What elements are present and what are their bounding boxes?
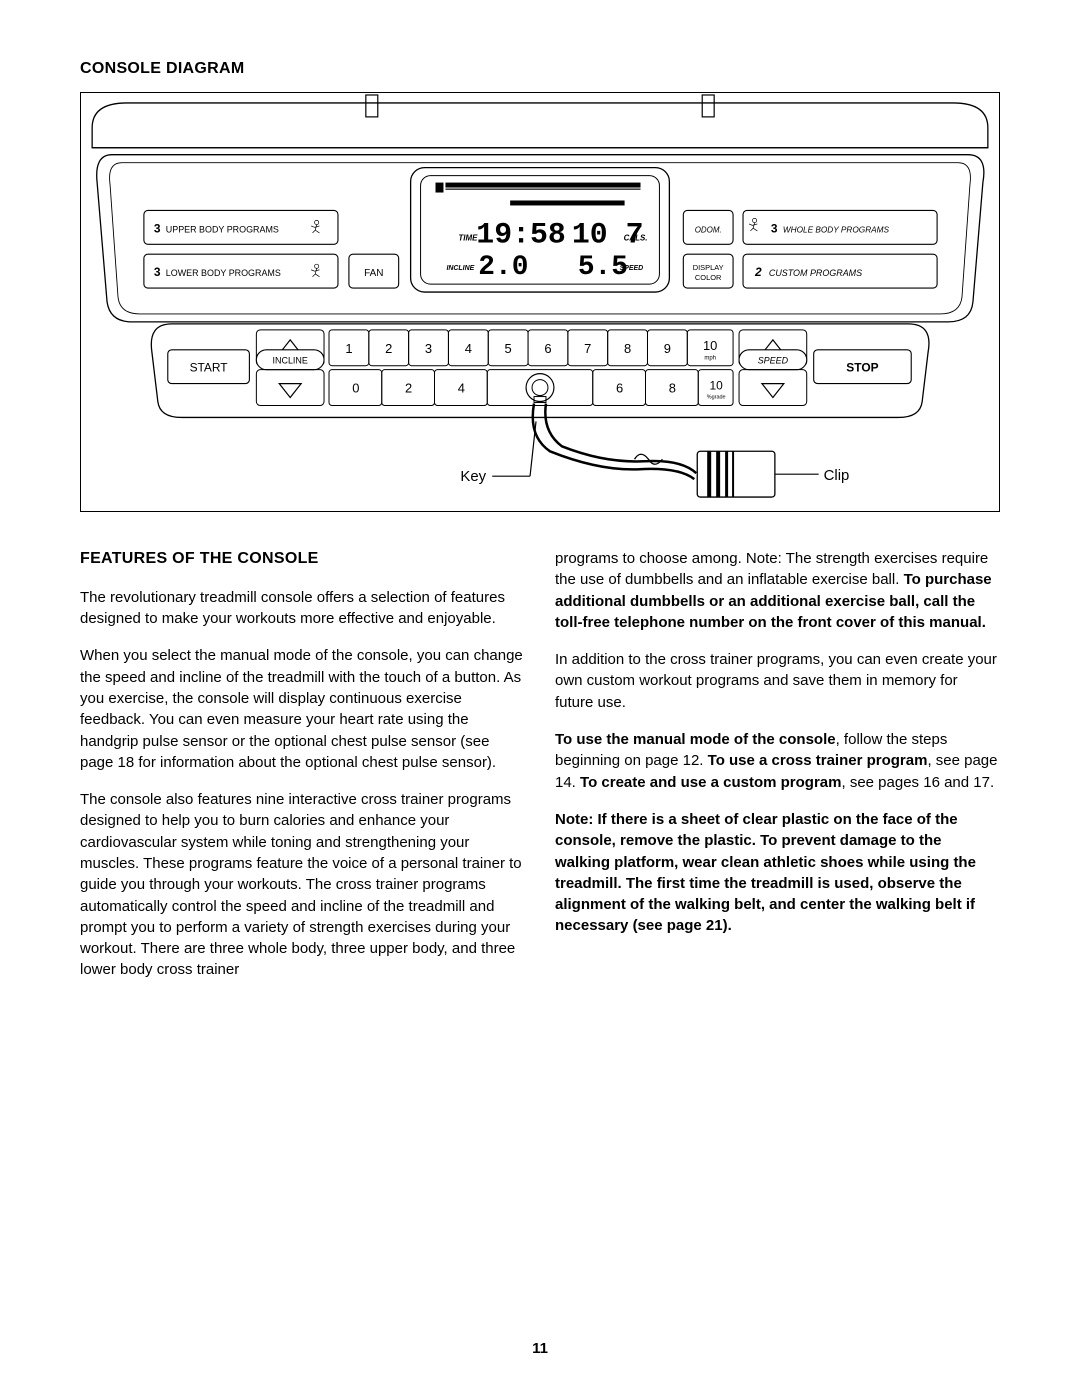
num-10[interactable]: 10: [703, 338, 717, 353]
body-text: FEATURES OF THE CONSOLE The revolutionar…: [80, 548, 1000, 997]
clip-callout-label: Clip: [824, 467, 850, 484]
display-color-button-line1[interactable]: DISPLAY: [693, 263, 724, 272]
lcd-speed-label: SPEED: [620, 265, 644, 272]
para-r4-b: Note: If there is a sheet of clear plast…: [555, 811, 976, 934]
lcd-cals-label: CALS.: [624, 233, 648, 242]
num-1[interactable]: 1: [345, 341, 352, 356]
incline-label: INCLINE: [273, 356, 308, 366]
inc-0[interactable]: 0: [352, 381, 359, 396]
runner-icon: [311, 264, 319, 277]
incline-down-icon[interactable]: [279, 384, 301, 398]
para-r1: programs to choose among. Note: The stre…: [555, 548, 1000, 633]
whole-body-label: WHOLE BODY PROGRAMS: [783, 225, 890, 234]
para-r3-b2: To use a cross trainer program: [708, 752, 928, 769]
safety-key-slot[interactable]: [526, 374, 554, 402]
speed-label: SPEED: [758, 356, 789, 366]
key-callout-label: Key: [460, 468, 486, 485]
col-right: programs to choose among. Note: The stre…: [555, 548, 1000, 997]
speed-number-row: 1 2 3 4 5 6 7: [329, 330, 733, 366]
stop-button[interactable]: STOP: [846, 361, 878, 375]
para-r4: Note: If there is a sheet of clear plast…: [555, 809, 1000, 937]
whole-body-num: 3: [771, 221, 778, 235]
num-9[interactable]: 9: [664, 341, 671, 356]
num-5[interactable]: 5: [505, 341, 512, 356]
num-7[interactable]: 7: [584, 341, 591, 356]
custom-label: CUSTOM PROGRAMS: [769, 268, 862, 278]
inc-6[interactable]: 6: [616, 381, 623, 396]
lcd-incline-value: 2.0: [478, 252, 528, 283]
incline-number-row: 0 2 4 6 8 10 %grade: [329, 370, 733, 406]
lcd-time-label: TIME: [458, 233, 478, 242]
features-title: FEATURES OF THE CONSOLE: [80, 548, 525, 571]
fan-button[interactable]: FAN: [364, 268, 383, 279]
lower-body-num: 3: [154, 265, 161, 279]
para-r3: To use the manual mode of the console, f…: [555, 729, 1000, 793]
lower-body-label: LOWER BODY PROGRAMS: [166, 268, 281, 278]
lcd-incline-label: INCLINE: [446, 265, 474, 272]
inc-4[interactable]: 4: [458, 381, 465, 396]
diagram-title: CONSOLE DIAGRAM: [80, 60, 1000, 78]
inc-10[interactable]: 10: [710, 379, 724, 393]
inc-2[interactable]: 2: [405, 381, 412, 396]
upper-body-label: UPPER BODY PROGRAMS: [166, 224, 279, 234]
num-2[interactable]: 2: [385, 341, 392, 356]
console-diagram: TIME 19:58 10 7 CALS. INCLINE 2.0 5.5 SP…: [80, 92, 1000, 512]
para-r3-t3: , see pages 16 and 17.: [842, 774, 995, 791]
start-button[interactable]: START: [190, 361, 229, 375]
num-10-sub: mph: [704, 356, 716, 362]
para-r3-b1: To use the manual mode of the console: [555, 731, 836, 748]
upper-body-num: 3: [154, 221, 161, 235]
lcd-time-value: 19:58: [476, 217, 566, 251]
para-r3-b3: To create and use a custom program: [580, 774, 841, 791]
custom-num: 2: [754, 265, 762, 279]
num-3[interactable]: 3: [425, 341, 432, 356]
num-6[interactable]: 6: [544, 341, 551, 356]
para-l2: When you select the manual mode of the c…: [80, 645, 525, 773]
inc-8[interactable]: 8: [669, 381, 676, 396]
para-r2: In addition to the cross trainer program…: [555, 649, 1000, 713]
runner-icon: [749, 218, 757, 231]
para-l3: The console also features nine interacti…: [80, 789, 525, 981]
num-4[interactable]: 4: [465, 341, 472, 356]
col-left: FEATURES OF THE CONSOLE The revolutionar…: [80, 548, 525, 997]
num-8[interactable]: 8: [624, 341, 631, 356]
runner-icon: [311, 220, 319, 233]
odom-button[interactable]: ODOM.: [695, 225, 722, 234]
speed-down-icon[interactable]: [762, 384, 784, 398]
para-l1: The revolutionary treadmill console offe…: [80, 587, 525, 630]
inc-10-sub: %grade: [707, 395, 726, 401]
lcd-track-icon: [436, 183, 641, 206]
display-color-button-line2[interactable]: COLOR: [695, 273, 722, 282]
page-number: 11: [0, 1340, 1080, 1357]
